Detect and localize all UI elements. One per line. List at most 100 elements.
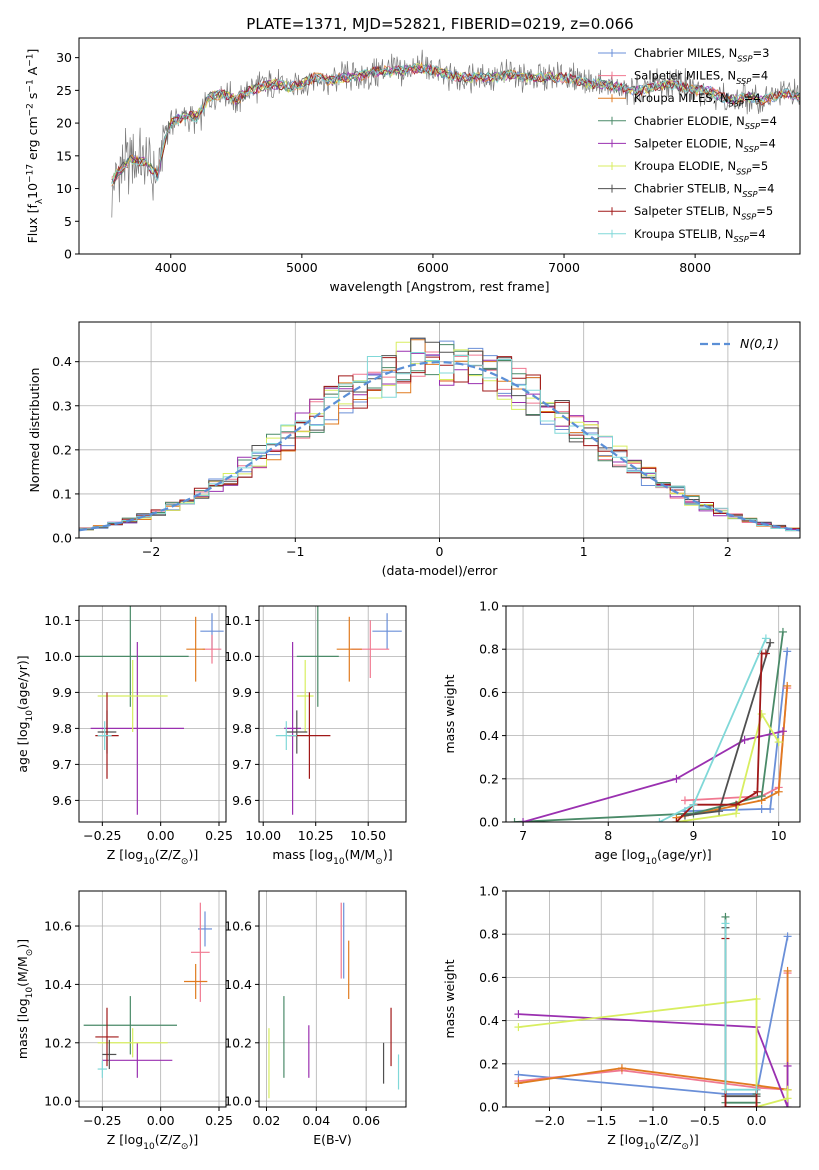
mass-weight-marker xyxy=(783,1061,792,1070)
error-bar-point xyxy=(97,1060,107,1078)
x-tick-label: 10 xyxy=(771,828,787,843)
spectrum-legend: Chabrier MILES, NSSP=3 Salpeter MILES, NS… xyxy=(598,46,777,244)
mass-vs-extinction-panel: 0.02 0.04 0.06 10.0 10.2 10.4 10.6 E(B-V) xyxy=(224,890,407,1147)
y-tick-label: 10.1 xyxy=(44,613,72,628)
legend-entry: Kroupa MILES, NSSP=4 xyxy=(634,91,761,108)
x-tick-label: −0.25 xyxy=(83,828,121,843)
x-axis-label: (data-model)/error xyxy=(382,563,499,578)
x-tick-label: 8000 xyxy=(679,260,711,275)
mass-weight-marker xyxy=(519,818,528,822)
mass-weight-series xyxy=(658,638,767,822)
plot-area xyxy=(111,49,800,218)
y-tick-label: 0.0 xyxy=(52,531,72,546)
x-tick-label: 0.25 xyxy=(205,828,233,843)
y-axis-label: age [log10(age/yr)] xyxy=(15,655,35,772)
y-tick-label: 9.8 xyxy=(52,721,72,736)
x-axis-label: wavelength [Angstrom, rest frame] xyxy=(329,279,549,294)
y-tick-label: 30 xyxy=(56,50,72,65)
x-axis-label: Z [log10(Z/Z⊙)] xyxy=(107,847,198,867)
y-tick-label: 0 xyxy=(64,247,72,262)
y-tick-label: 0.4 xyxy=(479,728,499,743)
x-axis-label: Z [log10(Z/Z⊙)] xyxy=(107,1132,198,1152)
mass-weight-vs-metallicity-panel: −2.0 −1.5 −1.0 −0.5 0.0 0.0 0.2 0.4 0.6 0.8 1.0 Z [… xyxy=(442,884,801,1152)
x-axis-label: E(B-V) xyxy=(313,1132,352,1147)
error-bar-point xyxy=(296,660,314,732)
y-tick-label: 0.2 xyxy=(479,1056,499,1071)
mass-weight-series xyxy=(518,936,789,1095)
mass-weight-marker xyxy=(783,1094,792,1103)
error-bar-point xyxy=(95,1007,119,1067)
y-tick-label: 5 xyxy=(64,214,72,229)
plot-area xyxy=(79,606,224,815)
mass-weight-series xyxy=(724,916,758,1104)
x-tick-label: 0.0 xyxy=(747,1113,767,1128)
mass-weight-marker xyxy=(753,787,762,796)
error-bar-point xyxy=(186,616,205,682)
mass-weight-marker xyxy=(757,792,766,801)
mass-weight-marker xyxy=(752,995,761,1003)
y-tick-label: 0.4 xyxy=(52,354,72,369)
mass-weight-marker xyxy=(740,735,749,744)
y-axis-label: mass weight xyxy=(442,959,457,1038)
mass-weight-marker xyxy=(617,1064,626,1073)
y-tick-label: 9.9 xyxy=(232,685,252,700)
legend-entry: Chabrier ELODIE, NSSP=4 xyxy=(634,114,777,131)
x-tick-label: 7 xyxy=(519,828,527,843)
legend-entry: N(0,1) xyxy=(740,336,779,351)
y-tick-label: 10.2 xyxy=(224,1035,252,1050)
y-tick-label: 9.7 xyxy=(232,757,252,772)
y-tick-label: 10.0 xyxy=(44,1094,72,1109)
mass-weight-marker xyxy=(752,1085,761,1094)
mass-weight-marker xyxy=(680,796,689,805)
mass-weight-marker xyxy=(778,727,787,736)
mass-weight-marker xyxy=(783,966,792,975)
y-tick-label: 10.4 xyxy=(224,977,252,992)
x-tick-label: 2 xyxy=(724,544,732,559)
axes-frame xyxy=(78,37,801,255)
mass-weight-marker xyxy=(783,1085,792,1094)
y-tick-label: 0.6 xyxy=(479,970,499,985)
x-tick-label: 7000 xyxy=(548,260,580,275)
y-tick-label: 10.0 xyxy=(44,649,72,664)
axes-frame xyxy=(78,890,227,1108)
error-bar-point xyxy=(102,1039,117,1070)
residual-histogram-series xyxy=(79,352,800,531)
mass-weight-marker xyxy=(774,738,783,747)
age-vs-mass-panel: 10.00 10.25 10.50 9.6 9.7 9.8 9.9 10.0 10.1 mass … xyxy=(224,605,407,867)
x-tick-label: −1.5 xyxy=(586,1113,616,1128)
figure-title: PLATE=1371, MJD=52821, FIBERID=0219, z=0… xyxy=(246,15,633,33)
y-tick-label: 20 xyxy=(56,116,72,131)
y-tick-label: 0.0 xyxy=(479,1100,499,1115)
y-tick-label: 0.1 xyxy=(52,486,72,501)
error-bar-point xyxy=(97,721,112,750)
mass-weight-marker xyxy=(672,774,681,783)
x-tick-label: 0.04 xyxy=(302,1113,330,1128)
error-bar-point xyxy=(286,710,308,754)
error-bar-point xyxy=(97,660,168,732)
axes-frame xyxy=(78,605,227,823)
mass-weight-series xyxy=(514,631,784,822)
model-spectrum-line xyxy=(111,63,800,183)
y-tick-label: 0.2 xyxy=(479,771,499,786)
y-tick-label: 0.3 xyxy=(52,398,72,413)
mass-weight-marker xyxy=(783,647,792,656)
plot-area xyxy=(83,902,212,1078)
y-tick-label: 25 xyxy=(56,83,72,98)
plot-area xyxy=(268,902,400,1099)
axes-frame xyxy=(505,605,801,823)
y-tick-label: 10.2 xyxy=(44,1035,72,1050)
normal-distribution-curve xyxy=(79,360,800,532)
mass-weight-marker xyxy=(514,1023,523,1032)
error-bar-point xyxy=(191,902,210,1002)
mass-weight-series xyxy=(684,651,789,813)
y-tick-label: 10.4 xyxy=(44,977,72,992)
x-tick-label: 0.00 xyxy=(147,1113,175,1128)
plot-area xyxy=(275,606,402,815)
x-tick-label: 10.00 xyxy=(245,828,281,843)
age-vs-metallicity-panel: −0.25 0.00 0.25 9.6 9.7 9.8 9.9 10.0 10.1 Z [log1… xyxy=(15,605,233,867)
y-tick-label: 0.0 xyxy=(479,815,499,830)
model-spectrum-line xyxy=(111,63,800,185)
x-axis-label: age [log10(age/yr)] xyxy=(594,847,711,867)
mass-weight-series xyxy=(724,923,757,1091)
y-tick-label: 9.9 xyxy=(52,685,72,700)
